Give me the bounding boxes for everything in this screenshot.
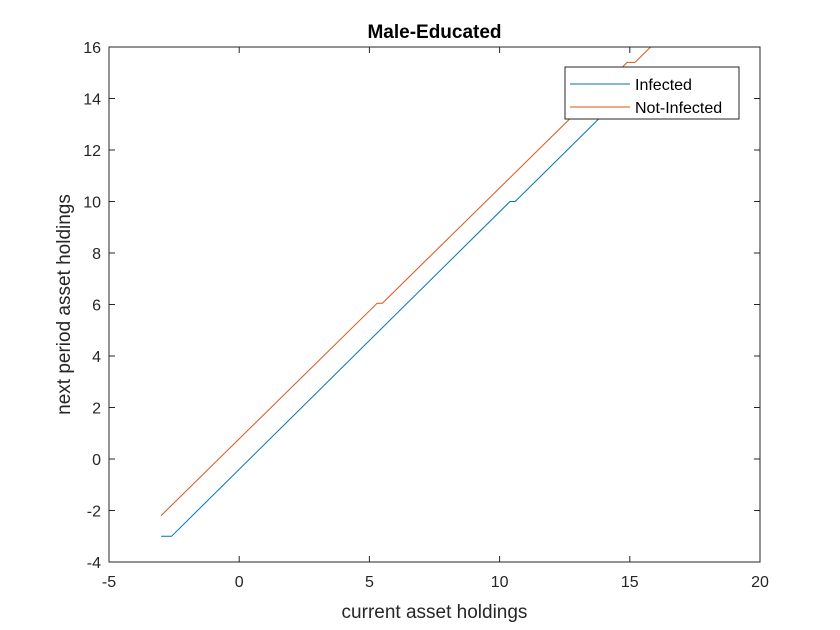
y-tick-label: 6 <box>92 298 101 315</box>
y-tick-label: 2 <box>92 401 101 418</box>
y-tick-label: 4 <box>92 349 101 366</box>
legend-label: Infected <box>635 77 692 94</box>
series-line-not-infected <box>160 47 651 516</box>
y-tick-label: -4 <box>87 555 101 572</box>
y-tick-label: 12 <box>83 143 101 160</box>
legend: Infected Not-Infected <box>564 66 740 120</box>
x-tick-label: 10 <box>491 574 509 591</box>
y-tick-label: 16 <box>83 40 101 57</box>
chart-title: Male-Educated <box>367 22 501 43</box>
y-tick-label: 0 <box>92 452 101 469</box>
legend-box <box>564 66 740 120</box>
y-tick-label: -2 <box>87 504 101 521</box>
y-tick-label: 14 <box>83 92 101 109</box>
x-tick-label: 0 <box>235 574 244 591</box>
x-tick-label: 20 <box>751 574 769 591</box>
y-axis-label: next period asset holdings <box>54 194 75 415</box>
series-line-infected <box>161 87 631 537</box>
series-layer <box>160 47 651 537</box>
x-tick-label: 15 <box>621 574 639 591</box>
x-tick-label: 5 <box>365 574 374 591</box>
y-tick-label: 10 <box>83 195 101 212</box>
ticks-layer: -5 0 5 10 15 20 -4 -2 0 2 4 6 8 10 12 14 16 <box>83 40 769 591</box>
x-tick-label: -5 <box>102 574 116 591</box>
y-tick-label: 8 <box>92 246 101 263</box>
x-axis-label: current asset holdings <box>342 602 528 623</box>
plot-area <box>109 47 760 562</box>
legend-label: Not-Infected <box>635 100 722 117</box>
